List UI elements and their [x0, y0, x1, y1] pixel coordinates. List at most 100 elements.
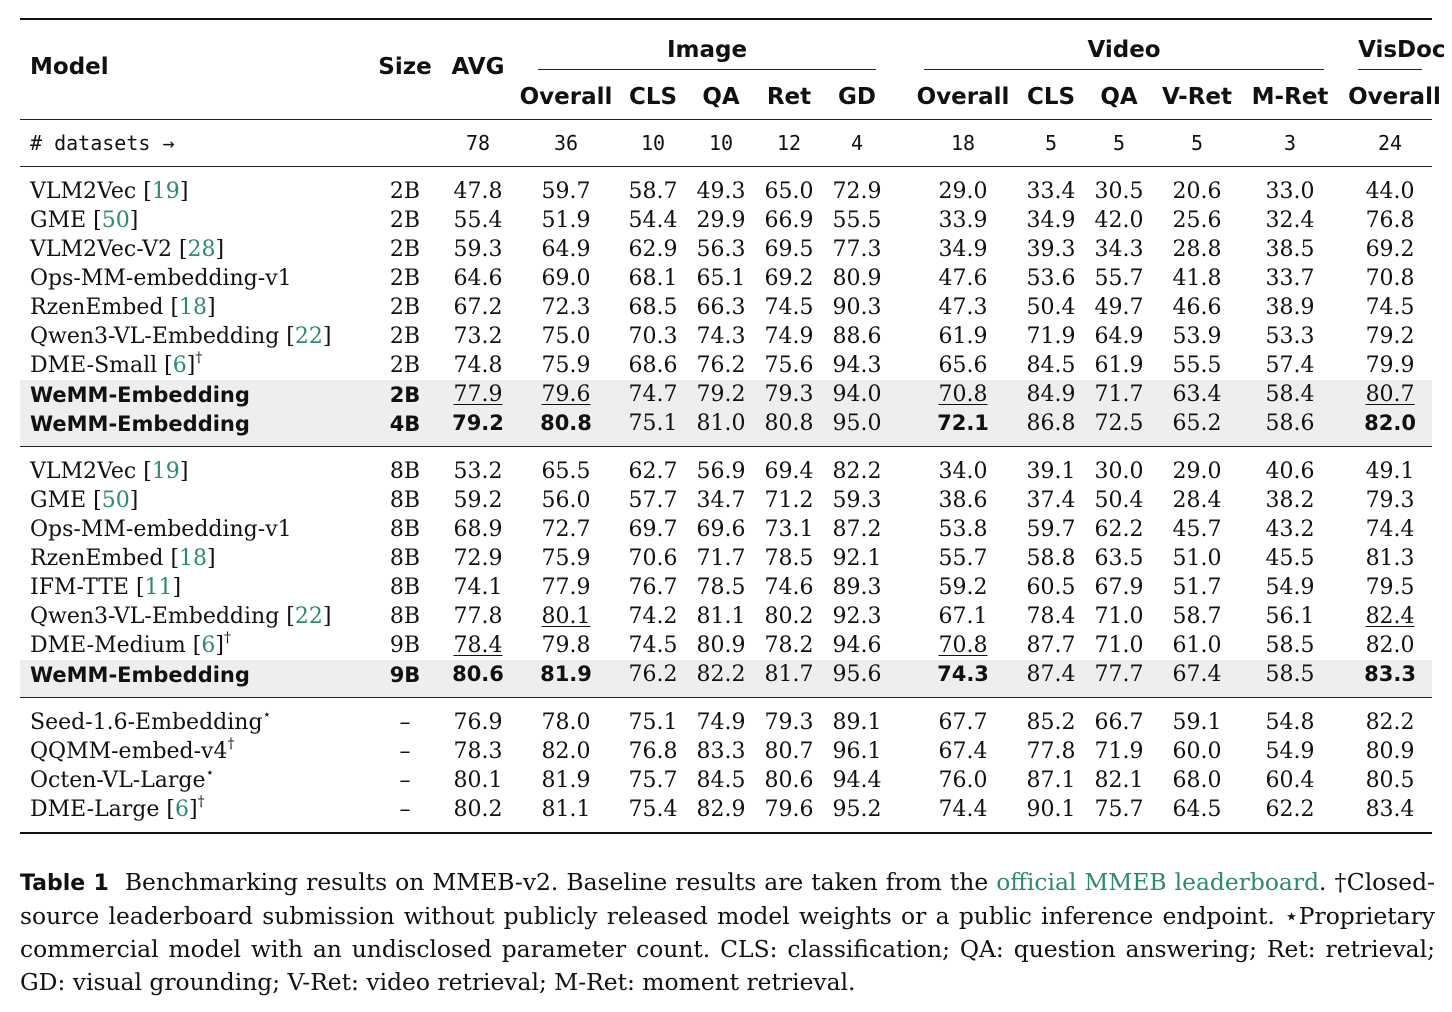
header-video-m-ret: M-Ret — [1246, 75, 1335, 120]
score-value: 33.9 — [938, 208, 988, 233]
score-value: 74.1 — [453, 575, 503, 600]
score-value: 75.7 — [1094, 797, 1144, 822]
model-size: 8B — [372, 446, 438, 486]
score-value: 69.4 — [764, 459, 814, 484]
citation-link[interactable]: 50 — [101, 488, 130, 513]
score-value: 55.7 — [938, 546, 988, 571]
score-value: 47.3 — [938, 295, 988, 320]
score-value: 40.6 — [1265, 459, 1315, 484]
score-cell: 82.0 — [518, 737, 614, 766]
column-spacer — [886, 766, 914, 795]
score-value: 72.1 — [937, 411, 989, 435]
citation-link[interactable]: 6 — [201, 633, 216, 658]
score-cell: 30.5 — [1090, 166, 1149, 206]
score-value: 59.3 — [453, 237, 503, 262]
header-visdoc-overall: Overall — [1348, 75, 1441, 120]
score-value: 53.8 — [938, 517, 988, 542]
model-name: Ops-MM-embedding-v1 — [30, 266, 292, 291]
score-value: 58.7 — [1172, 604, 1222, 629]
datasets-count: 4 — [850, 131, 864, 155]
score-cell: 69.7 — [614, 515, 692, 544]
score-value: 63.5 — [1094, 546, 1144, 571]
citation-link[interactable]: 6 — [175, 797, 189, 822]
model-size: 2B — [389, 266, 421, 291]
score-value: 34.0 — [938, 459, 988, 484]
score-value: 28.8 — [1172, 237, 1222, 262]
score-cell: 81.3 — [1348, 544, 1432, 573]
score-cell: 66.7 — [1090, 697, 1149, 737]
score-value: 67.4 — [1172, 662, 1222, 687]
score-cell: 64.9 — [518, 235, 614, 264]
score-value: 71.0 — [1094, 604, 1144, 629]
citation-link[interactable]: 22 — [294, 604, 323, 629]
score-cell: 75.7 — [1090, 795, 1149, 834]
score-cell: 73.1 — [750, 515, 828, 544]
header-group-visdoc: VisDoc — [1348, 19, 1446, 75]
model-name-cell: RzenEmbed [18] — [30, 295, 216, 320]
score-cell: 73.2 — [438, 322, 518, 351]
table-row: Ops-MM-embedding-v1 2B 64.6 69.0 68.1 65.1 69.… — [20, 264, 1432, 293]
score-cell: 72.7 — [518, 515, 614, 544]
score-cell: 94.0 — [828, 380, 887, 409]
score-value: 82.9 — [696, 797, 746, 822]
citation-link[interactable]: 50 — [101, 208, 130, 233]
model-name-cell: WeMM-Embedding — [20, 409, 372, 447]
score-cell: 38.2 — [1246, 486, 1334, 515]
citation-link[interactable]: 19 — [151, 459, 180, 484]
score-value: 67.2 — [453, 295, 503, 320]
model-name: QQMM-embed-v4 — [30, 739, 228, 764]
score-value: 85.2 — [1026, 710, 1076, 735]
score-cell: 55.5 — [1148, 351, 1246, 380]
score-cell: 82.2 — [828, 446, 887, 486]
citation-link[interactable]: 19 — [151, 179, 180, 204]
citation-link[interactable]: 18 — [179, 546, 208, 571]
score-cell: 59.2 — [914, 573, 1012, 602]
citation-link[interactable]: 28 — [187, 237, 216, 262]
score-value: 62.9 — [628, 237, 678, 262]
score-value: 60.5 — [1026, 575, 1076, 600]
score-cell: 74.5 — [1348, 293, 1432, 322]
header-size: Size — [372, 19, 438, 120]
citation-link[interactable]: 18 — [179, 295, 208, 320]
score-value: 51.9 — [541, 208, 591, 233]
header-video-v-ret: V-Ret — [1148, 75, 1247, 120]
score-value: 58.4 — [1265, 382, 1315, 407]
citation-link[interactable]: 22 — [294, 324, 323, 349]
score-value: 65.5 — [541, 459, 591, 484]
score-value: 71.2 — [764, 488, 814, 513]
score-cell: 75.6 — [750, 351, 828, 380]
score-cell: 59.3 — [438, 235, 518, 264]
model-size: 2B — [372, 166, 438, 206]
model-name: RzenEmbed — [30, 295, 164, 320]
score-cell: 65.0 — [750, 166, 828, 206]
citation-link[interactable]: 11 — [144, 575, 173, 600]
datasets-count: 5 — [1191, 131, 1204, 155]
score-value: 59.7 — [1026, 517, 1076, 542]
score-value: 76.8 — [628, 739, 678, 764]
score-value: 33.7 — [1265, 266, 1315, 291]
score-cell: 66.3 — [692, 293, 750, 322]
score-cell: 94.3 — [828, 351, 886, 380]
score-value: 66.3 — [696, 295, 746, 320]
score-cell: 47.6 — [914, 264, 1012, 293]
score-cell: 61.0 — [1148, 631, 1246, 660]
score-cell: 85.2 — [1012, 697, 1091, 737]
score-value: 47.6 — [938, 266, 988, 291]
score-value: 95.0 — [832, 411, 882, 436]
citation-link[interactable]: 6 — [172, 353, 187, 378]
score-value: 49.1 — [1365, 459, 1415, 484]
score-cell: 90.3 — [828, 293, 886, 322]
leaderboard-link[interactable]: official MMEB leaderboard — [996, 868, 1320, 896]
score-value: 58.7 — [628, 179, 678, 204]
score-value: 74.3 — [696, 324, 746, 349]
header-video-cls: CLS — [1012, 75, 1091, 120]
score-value: 57.4 — [1265, 353, 1315, 378]
column-spacer — [886, 602, 914, 631]
score-cell: 84.5 — [692, 766, 750, 795]
score-value: 72.9 — [453, 546, 503, 571]
column-spacer — [1334, 322, 1348, 351]
score-cell: 29.0 — [914, 166, 1013, 206]
score-value: 82.0 — [1365, 633, 1415, 658]
score-value: 81.1 — [541, 797, 591, 822]
score-cell: 96.1 — [828, 737, 886, 766]
